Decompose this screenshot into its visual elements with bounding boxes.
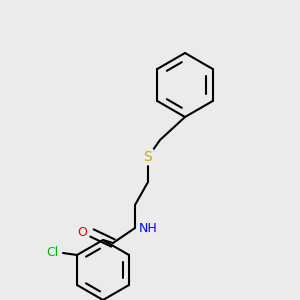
Text: Cl: Cl — [46, 247, 58, 260]
Text: O: O — [77, 226, 87, 239]
Text: NH: NH — [139, 221, 158, 235]
Text: S: S — [144, 150, 152, 164]
